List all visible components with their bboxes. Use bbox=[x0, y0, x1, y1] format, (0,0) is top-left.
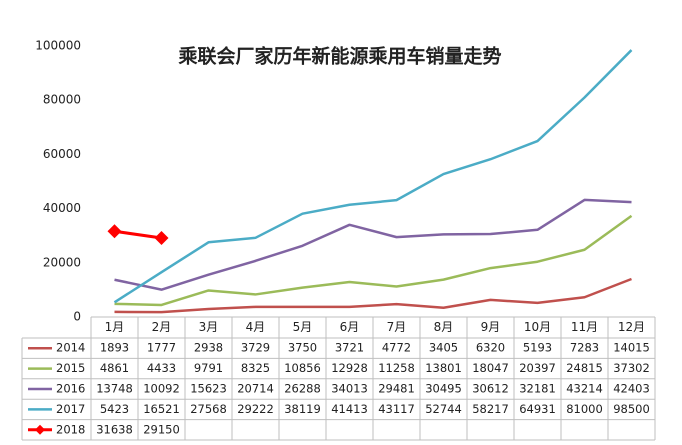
series-line bbox=[114, 198, 632, 291]
y-tick-label: 80000 bbox=[43, 93, 81, 107]
y-tick-label: 60000 bbox=[43, 147, 81, 161]
legend-label: 2017 bbox=[56, 402, 85, 416]
table-cell: 30612 bbox=[472, 382, 509, 396]
table-cell: 52744 bbox=[425, 402, 462, 416]
table-cell: 6320 bbox=[476, 341, 505, 355]
legend-label: 2016 bbox=[56, 382, 85, 396]
table-cell: 11258 bbox=[378, 361, 415, 375]
series-line bbox=[114, 229, 162, 240]
y-tick-label: 100000 bbox=[35, 39, 81, 53]
table-cell: 1893 bbox=[100, 341, 129, 355]
table-cell: 14015 bbox=[613, 341, 650, 355]
y-tick-label: 40000 bbox=[43, 201, 81, 215]
x-tick-label: 6月 bbox=[340, 320, 360, 334]
legend-marker bbox=[35, 424, 45, 435]
table-cell: 13801 bbox=[425, 361, 462, 375]
table-cell: 20714 bbox=[237, 382, 274, 396]
table-cell: 7283 bbox=[570, 341, 599, 355]
table-cell: 4861 bbox=[100, 361, 129, 375]
series-line bbox=[114, 277, 632, 314]
table-cell: 3405 bbox=[429, 341, 458, 355]
table-cell: 30495 bbox=[425, 382, 462, 396]
x-tick-label: 5月 bbox=[293, 320, 313, 334]
table-cell: 31638 bbox=[96, 422, 133, 436]
table-cell: 13748 bbox=[96, 382, 133, 396]
x-tick-label: 11月 bbox=[571, 320, 598, 334]
table-cell: 43214 bbox=[566, 382, 603, 396]
table-cell: 1777 bbox=[147, 341, 176, 355]
x-tick-label: 2月 bbox=[152, 320, 172, 334]
table-cell: 4772 bbox=[382, 341, 411, 355]
table-cell: 42403 bbox=[613, 382, 650, 396]
legend-label: 2014 bbox=[56, 341, 85, 355]
table-cell: 34013 bbox=[331, 382, 368, 396]
table-cell: 10092 bbox=[143, 382, 180, 396]
table-cell: 81000 bbox=[566, 402, 603, 416]
table-cell: 15623 bbox=[190, 382, 227, 396]
x-tick-label: 1月 bbox=[105, 320, 125, 334]
table-cell: 20397 bbox=[519, 361, 556, 375]
x-tick-label: 12月 bbox=[618, 320, 645, 334]
table-cell: 16521 bbox=[143, 402, 180, 416]
table-cell: 27568 bbox=[190, 402, 227, 416]
legend-label: 2015 bbox=[56, 361, 85, 375]
y-tick-label: 0 bbox=[73, 310, 81, 324]
table-cell: 43117 bbox=[378, 402, 415, 416]
table-cell: 38119 bbox=[284, 402, 321, 416]
table-cell: 29481 bbox=[378, 382, 415, 396]
x-tick-label: 8月 bbox=[434, 320, 454, 334]
x-tick-label: 3月 bbox=[199, 320, 219, 334]
point-marker bbox=[154, 231, 169, 246]
table-cell: 5423 bbox=[100, 402, 129, 416]
table-cell: 58217 bbox=[472, 402, 509, 416]
table-cell: 3729 bbox=[241, 341, 270, 355]
x-tick-label: 7月 bbox=[387, 320, 407, 334]
table-cell: 26288 bbox=[284, 382, 321, 396]
series-line bbox=[113, 49, 633, 304]
x-tick-label: 4月 bbox=[246, 320, 266, 334]
table-cell: 3750 bbox=[288, 341, 317, 355]
x-tick-label: 10月 bbox=[524, 320, 551, 334]
legend-label: 2018 bbox=[56, 422, 85, 436]
table-cell: 12928 bbox=[331, 361, 368, 375]
table-cell: 2938 bbox=[194, 341, 223, 355]
table-cell: 24815 bbox=[566, 361, 603, 375]
table-cell: 29222 bbox=[237, 402, 274, 416]
table-cell: 3721 bbox=[335, 341, 364, 355]
x-tick-label: 9月 bbox=[481, 320, 501, 334]
table-cell: 64931 bbox=[519, 402, 556, 416]
table-cell: 10856 bbox=[284, 361, 321, 375]
table-cell: 9791 bbox=[194, 361, 223, 375]
table-cell: 8325 bbox=[241, 361, 270, 375]
table-cell: 32181 bbox=[519, 382, 556, 396]
table-cell: 18047 bbox=[472, 361, 509, 375]
table-cell: 5193 bbox=[523, 341, 552, 355]
chart-title: 乘联会厂家历年新能源乘用车销量走势 bbox=[177, 45, 501, 68]
table-cell: 29150 bbox=[143, 422, 180, 436]
y-tick-label: 20000 bbox=[43, 255, 81, 269]
series-line bbox=[114, 214, 633, 307]
table-cell: 4433 bbox=[147, 361, 176, 375]
table-cell: 98500 bbox=[613, 402, 650, 416]
table-cell: 41413 bbox=[331, 402, 368, 416]
point-marker bbox=[107, 224, 122, 239]
table-cell: 37302 bbox=[613, 361, 650, 375]
